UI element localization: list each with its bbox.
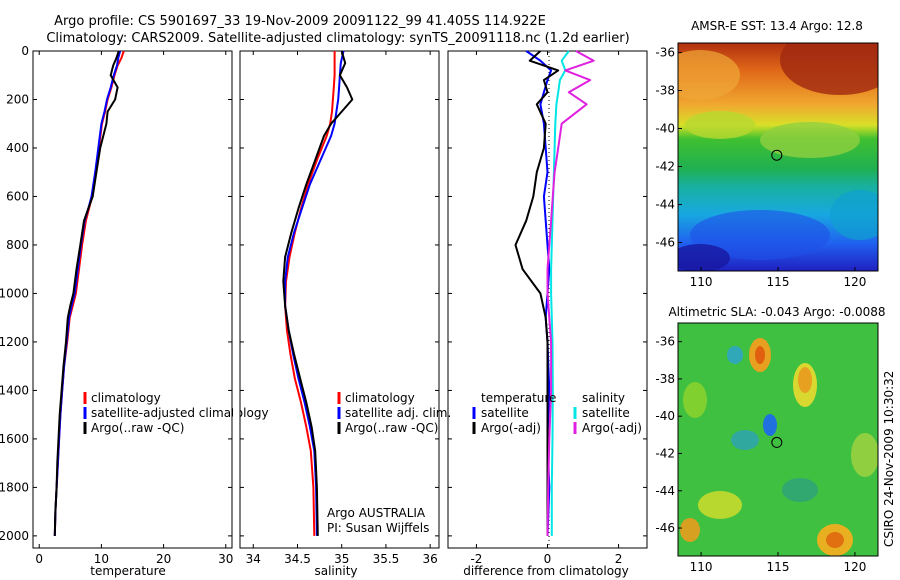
salinity-xlabel: salinity bbox=[314, 564, 357, 578]
salinity-legend-climatology: climatology bbox=[345, 391, 415, 405]
temperature-legend-climatology: climatology bbox=[91, 391, 161, 405]
salinity-series-2 bbox=[282, 50, 354, 536]
sst-map-panel: AMSR-E SST: 13.4 Argo: 12.8 110 115 120 -36… bbox=[655, 19, 879, 290]
salinity-series-0 bbox=[284, 51, 336, 536]
salinity-legend-argo: Argo(..raw -QC) bbox=[345, 421, 438, 435]
temperature-legend-argo: Argo(..raw -QC) bbox=[91, 421, 184, 435]
sla-argo-location-marker bbox=[771, 436, 783, 448]
depth-tick-label: 2000 bbox=[0, 529, 29, 543]
sla-map-title: Altimetric SLA: -0.043 Argo: -0.0088 bbox=[668, 305, 885, 319]
difference-xtick-label: 2 bbox=[615, 552, 623, 566]
temperature-xtick-label: 10 bbox=[94, 552, 109, 566]
difference-legend-t-satellite: satellite bbox=[481, 406, 529, 420]
salinity-panel: 34 34.5 35 35.5 36 salinity climatology sate… bbox=[239, 50, 451, 578]
difference-legend-s-argo: Argo(-adj) bbox=[582, 421, 642, 435]
temperature-series-2 bbox=[53, 50, 120, 536]
depth-tick-label: 600 bbox=[6, 189, 29, 203]
sla-map-xtick-label: 110 bbox=[690, 560, 713, 574]
temperature-xtick-label: 0 bbox=[35, 552, 43, 566]
temperature-legend-clip-mask bbox=[233, 395, 240, 435]
difference-series-0 bbox=[525, 50, 553, 536]
salinity-lines bbox=[282, 50, 354, 536]
salinity-xtick-label: 35.5 bbox=[373, 552, 400, 566]
salinity-xtick-label: 35 bbox=[334, 552, 349, 566]
difference-xtick-label: -2 bbox=[470, 552, 482, 566]
difference-ticks: -2 0 2 bbox=[448, 50, 647, 566]
difference-xlabel: difference from climatology bbox=[463, 564, 629, 578]
sla-map-ticks: 110 115 120 -36 -38 -40 -42 -44 -46 bbox=[655, 335, 866, 574]
salinity-xtick-label: 36 bbox=[423, 552, 438, 566]
temperature-legend-satellite: satellite-adjusted climatology bbox=[91, 406, 269, 420]
temperature-panel: 0 10 20 30 0 200 400 600 800 1000 1200 1400 1600 1800… bbox=[0, 44, 269, 578]
difference-series-2 bbox=[550, 50, 570, 536]
salinity-ticks: 34 34.5 35 35.5 36 bbox=[240, 50, 439, 566]
figure-title-line1: Argo profile: CS 5901697_33 19-Nov-2009 … bbox=[54, 14, 546, 29]
sst-map-field bbox=[678, 43, 878, 271]
temperature-ticks: 0 10 20 30 0 200 400 600 800 1000 1200 1400 1600 1800… bbox=[0, 44, 233, 566]
depth-tick-label: 400 bbox=[6, 141, 29, 155]
salinity-xtick-label: 34 bbox=[246, 552, 261, 566]
sla-map-ytick-label: -38 bbox=[655, 372, 675, 386]
sst-map-ytick-label: -38 bbox=[655, 84, 675, 98]
temperature-legend: climatology satellite-adjusted climatolo… bbox=[83, 391, 269, 435]
depth-tick-label: 200 bbox=[6, 92, 29, 106]
sla-map-panel: Altimetric SLA: -0.043 Argo: -0.0088 110… bbox=[655, 305, 885, 574]
salinity-legend: climatology satellite adj. clim. Argo(..… bbox=[337, 391, 451, 435]
sst-map-ytick-label: -40 bbox=[655, 122, 675, 136]
difference-series-3 bbox=[546, 50, 595, 536]
argo-note-line2: PI: Susan Wijffels bbox=[327, 521, 429, 535]
temperature-axes-frame bbox=[32, 50, 233, 549]
sla-map-xtick-label: 120 bbox=[843, 560, 866, 574]
sla-map-ytick-label: -40 bbox=[655, 409, 675, 423]
temperature-series-1 bbox=[53, 50, 122, 536]
difference-legend-salinity-title: salinity bbox=[582, 391, 625, 405]
salinity-series-1 bbox=[284, 50, 345, 536]
sla-map-ytick-label: -44 bbox=[655, 484, 675, 498]
salinity-xtick-label: 34.5 bbox=[284, 552, 311, 566]
difference-legend: temperature satellite Argo(-adj) salinit… bbox=[472, 391, 642, 435]
difference-xtick-label: 0 bbox=[544, 552, 552, 566]
difference-legend-t-argo: Argo(-adj) bbox=[481, 421, 541, 435]
depth-tick-label: 1000 bbox=[0, 286, 29, 300]
temperature-lines bbox=[53, 50, 125, 536]
sst-map-ytick-label: -46 bbox=[655, 236, 675, 250]
difference-series-1 bbox=[514, 50, 560, 536]
depth-tick-label: 1400 bbox=[0, 383, 29, 397]
sst-map-ytick-label: -42 bbox=[655, 160, 675, 174]
sla-map-ytick-label: -36 bbox=[655, 335, 675, 349]
sla-map-field bbox=[678, 323, 878, 556]
sst-map-title: AMSR-E SST: 13.4 Argo: 12.8 bbox=[691, 19, 863, 33]
sst-map-xtick-label: 120 bbox=[843, 275, 866, 289]
temperature-xtick-label: 20 bbox=[156, 552, 171, 566]
temperature-xlabel: temperature bbox=[90, 564, 165, 578]
depth-tick-label: 800 bbox=[6, 238, 29, 252]
salinity-axes-frame bbox=[239, 50, 440, 549]
sst-map-xtick-label: 115 bbox=[767, 275, 790, 289]
salinity-legend-satellite: satellite adj. clim. bbox=[345, 406, 451, 420]
side-caption: CSIRO 24-Nov-2009 10:30:32 bbox=[882, 371, 896, 547]
sla-map-ytick-label: -46 bbox=[655, 521, 675, 535]
difference-lines bbox=[514, 50, 595, 536]
depth-tick-label: 1600 bbox=[0, 432, 29, 446]
difference-legend-temperature-title: temperature bbox=[481, 391, 556, 405]
temperature-series-0 bbox=[53, 50, 125, 536]
difference-panel: -2 0 2 difference from climatology tempera… bbox=[447, 50, 648, 578]
sst-map-ytick-label: -36 bbox=[655, 46, 675, 60]
sst-argo-location-marker bbox=[771, 149, 783, 161]
argo-note-line1: Argo AUSTRALIA bbox=[327, 506, 426, 520]
figure-title-line2: Climatology: CARS2009. Satellite-adjuste… bbox=[46, 31, 629, 46]
sla-map-ytick-label: -42 bbox=[655, 446, 675, 460]
depth-tick-label: 0 bbox=[21, 44, 29, 58]
sst-map-ytick-label: -44 bbox=[655, 198, 675, 212]
sla-map-xtick-label: 115 bbox=[767, 560, 790, 574]
sst-map-xtick-label: 110 bbox=[690, 275, 713, 289]
temperature-xtick-label: 30 bbox=[218, 552, 233, 566]
depth-tick-label: 1200 bbox=[0, 335, 29, 349]
difference-legend-s-satellite: satellite bbox=[582, 406, 630, 420]
depth-tick-label: 1800 bbox=[0, 480, 29, 494]
sst-map-ticks: 110 115 120 -36 -38 -40 -42 -44 -46 bbox=[655, 46, 866, 290]
